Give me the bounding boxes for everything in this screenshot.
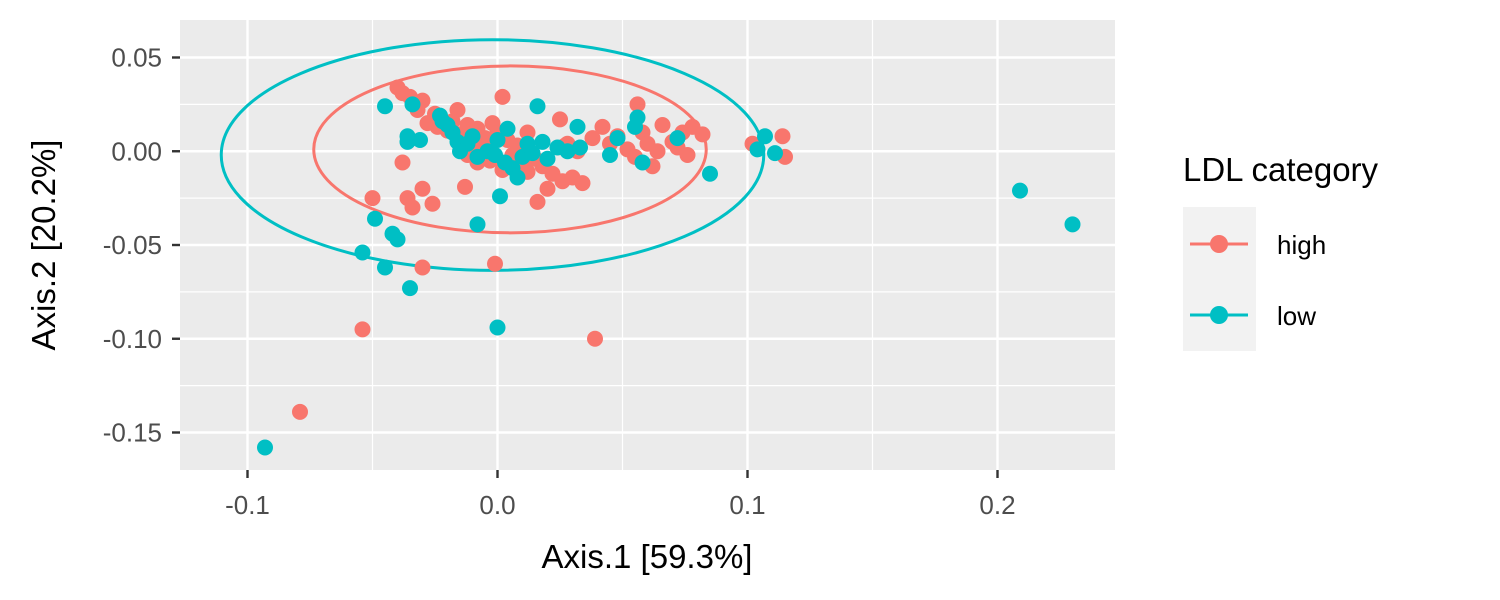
point-high [354, 321, 371, 338]
point-low [559, 143, 576, 160]
point-low [524, 145, 541, 162]
data-points [257, 79, 1081, 456]
point-high [424, 195, 441, 212]
point-low [367, 210, 383, 227]
point-low [354, 244, 371, 261]
point-low [702, 165, 718, 182]
point-low [469, 216, 486, 233]
point-high [487, 255, 503, 272]
y-tick-label: -0.10 [103, 324, 162, 354]
point-low [489, 132, 506, 148]
point-low [257, 439, 273, 456]
point-low [1012, 182, 1028, 199]
legend-label-high: high [1277, 230, 1326, 260]
point-low [1064, 216, 1081, 233]
point-high [539, 180, 556, 197]
point-low [609, 130, 626, 147]
point-high [529, 193, 546, 210]
point-high [404, 199, 421, 216]
point-high [414, 259, 431, 276]
x-tick-label: 0.2 [979, 490, 1015, 520]
point-high [457, 178, 473, 195]
point-high [629, 96, 646, 113]
x-tick-label: 0.0 [479, 490, 515, 520]
point-low [492, 188, 508, 205]
point-low [539, 150, 556, 167]
point-low [529, 98, 546, 115]
x-axis: -0.1 0.0 0.1 0.2 [225, 470, 1016, 520]
point-high [519, 124, 536, 141]
y-axis-title: Axis.2 [20.2%] [25, 140, 62, 351]
y-tick-label: -0.05 [103, 230, 162, 260]
point-low [572, 139, 588, 156]
point-low [377, 259, 393, 276]
ellipse-high [312, 64, 708, 235]
point-high [292, 403, 308, 420]
point-low [402, 280, 418, 297]
x-tick-label: -0.1 [225, 490, 270, 520]
legend-title: LDL category [1183, 151, 1379, 188]
point-high [594, 118, 611, 135]
point-high [574, 175, 591, 192]
point-high [364, 190, 381, 207]
point-high [394, 154, 411, 171]
point-low [749, 141, 766, 158]
point-low [487, 147, 503, 163]
point-low [634, 154, 651, 171]
legend-key-low [1190, 306, 1248, 324]
y-axis: 0.05 0.00 -0.05 -0.10 -0.15 [103, 43, 180, 448]
point-high [584, 130, 601, 147]
point-high [694, 126, 711, 143]
x-axis-title: Axis.1 [59.3%] [542, 538, 753, 575]
legend-key-background [1183, 207, 1256, 351]
point-low [569, 118, 586, 135]
point-low [389, 231, 406, 248]
point-low [602, 147, 618, 163]
point-low [669, 130, 686, 147]
point-high [649, 143, 666, 160]
point-low [399, 133, 416, 150]
point-low [629, 109, 646, 126]
x-tick-label: 0.1 [729, 490, 765, 520]
point-low [509, 169, 526, 186]
y-tick-label: 0.05 [111, 43, 162, 73]
point-high [654, 117, 671, 133]
point-low [489, 319, 506, 336]
point-high [774, 128, 791, 145]
point-low [757, 128, 773, 145]
point-low [767, 145, 783, 162]
point-low [377, 98, 393, 115]
point-low [464, 128, 481, 145]
point-high [494, 88, 511, 105]
point-low [404, 96, 421, 113]
point-low [412, 132, 428, 148]
point-low [499, 120, 516, 137]
legend-key-high [1190, 235, 1248, 253]
y-tick-label: 0.00 [111, 136, 162, 166]
point-low [452, 143, 468, 160]
y-tick-label: -0.15 [103, 418, 162, 448]
point-high [414, 180, 431, 197]
legend-label-low: low [1277, 301, 1316, 331]
legend: LDL category high low [1183, 151, 1379, 351]
point-low [534, 133, 551, 150]
point-low [439, 117, 456, 133]
point-high [552, 111, 568, 128]
point-high [587, 330, 603, 347]
